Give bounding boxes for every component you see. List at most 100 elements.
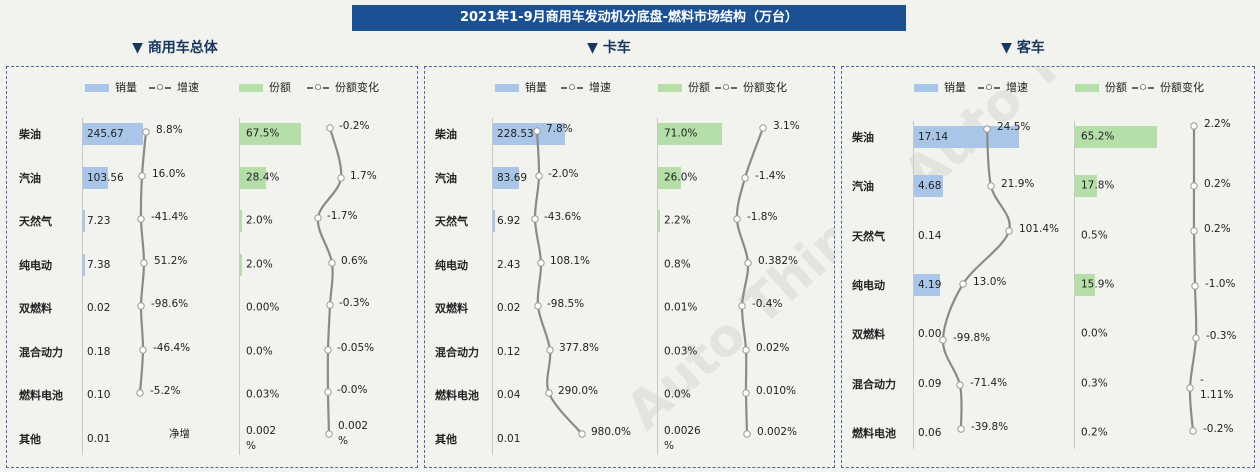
growth-value-label: 13.0% — [973, 276, 1007, 288]
lines-svg-0 — [136, 124, 345, 438]
panel-title-0: ▼ 商用车总体 — [132, 40, 218, 56]
share-change-value-label: - 1.11% — [1200, 374, 1234, 401]
legend-label-share_change: 份额变化 — [335, 81, 379, 94]
share-value-label: 71.0% — [664, 127, 698, 140]
sales-bar — [493, 210, 496, 232]
share-value-label: 28.4% — [246, 171, 280, 183]
growth-value-label: -99.8% — [953, 332, 991, 344]
share-value-label: 0.002 % — [246, 424, 277, 452]
category-label: 燃料电池 — [852, 426, 896, 440]
share-change-point — [326, 301, 334, 309]
legend-dot — [1140, 84, 1146, 90]
legend-swatch-share — [1075, 84, 1099, 92]
growth-point — [939, 336, 947, 344]
share-value-label: 67.5% — [246, 127, 280, 140]
share-value-label: 2.0% — [246, 214, 273, 227]
sales-value-label: 0.01 — [497, 432, 521, 445]
share-bar — [240, 166, 266, 189]
legend-label-sales: 销量 — [525, 81, 547, 94]
growth-point — [987, 182, 995, 190]
sales-value-label: 4.68 — [918, 180, 942, 193]
category-label: 纯电动 — [19, 258, 52, 272]
legend-label-share: 份额 — [1105, 81, 1127, 94]
legend-label-share_change: 份额变化 — [1160, 81, 1204, 94]
share-change-point — [314, 214, 322, 222]
share-change-point — [326, 124, 334, 132]
share-change-point — [742, 389, 750, 397]
share-change-value-label: 0.010% — [756, 385, 797, 397]
sales-axis — [82, 118, 83, 455]
share-change-point — [741, 174, 749, 182]
growth-value-label: 108.1% — [550, 255, 591, 267]
legend-label-share: 份额 — [269, 81, 291, 94]
share-change-value-label: -1.8% — [747, 211, 778, 223]
legend-dot — [723, 84, 729, 90]
legend-swatch-sales — [495, 84, 519, 92]
share-change-point — [738, 302, 746, 310]
category-label: 柴油 — [435, 128, 457, 141]
sales-value-label: 4.19 — [918, 278, 942, 291]
growth-point — [531, 215, 539, 223]
share-value-label: 0.03% — [246, 388, 280, 401]
legend-label-growth: 增速 — [177, 81, 199, 94]
share-value-label: 2.0% — [246, 258, 273, 270]
share-value-label: 0.3% — [1081, 377, 1108, 389]
category-label: 纯电动 — [435, 258, 468, 272]
sales-value-label: 0.09 — [918, 377, 942, 390]
share-value-label: 17.8% — [1081, 179, 1115, 192]
growth-value-label: 净增 — [169, 428, 190, 440]
share-change-point — [744, 259, 752, 267]
growth-value-label: 51.2% — [154, 255, 188, 267]
category-label: 纯电动 — [852, 278, 885, 292]
share-change-point — [1190, 182, 1198, 190]
share-value-label: 0.5% — [1081, 229, 1108, 242]
growth-value-label: 8.8% — [156, 124, 183, 136]
category-label: 汽油 — [19, 171, 41, 185]
sales-value-label: 103.56 — [87, 171, 124, 184]
share-change-point — [324, 388, 332, 396]
sales-value-label: 0.18 — [87, 345, 111, 358]
share-value-label: 0.0% — [664, 388, 691, 401]
lines-svg-2 — [939, 122, 1200, 435]
sales-value-label: 228.53 — [497, 128, 534, 140]
growth-point — [537, 259, 545, 267]
chart-panel-2: Auto Thinker销量增速份额份额变化柴油17.1465.2%汽油4.68… — [841, 66, 1255, 468]
share-value-label: 0.0% — [246, 345, 273, 357]
sales-value-label: 17.14 — [918, 131, 949, 143]
growth-point — [546, 346, 554, 354]
share-axis — [1074, 121, 1075, 449]
growth-value-label: -46.4% — [153, 342, 191, 354]
share-value-label: 0.01% — [664, 301, 698, 314]
legend-dot — [986, 84, 992, 90]
category-label: 汽油 — [435, 171, 457, 185]
legend-label-share_change: 份额变化 — [743, 81, 787, 94]
category-label: 混合动力 — [19, 345, 63, 359]
share-change-value-label: 0.002 % — [338, 420, 369, 447]
growth-value-label: -41.4% — [151, 211, 189, 223]
share-bar — [240, 123, 301, 145]
sales-value-label: 2.43 — [497, 258, 521, 271]
legend-dot — [157, 84, 163, 90]
sales-bar — [493, 123, 565, 145]
sales-value-label: 7.38 — [87, 258, 111, 271]
sales-axis — [492, 118, 493, 455]
share-bar — [1075, 273, 1095, 296]
growth-value-label: -98.6% — [151, 298, 189, 310]
sales-value-label: 0.02 — [497, 302, 521, 314]
growth-value-label: 101.4% — [1019, 223, 1060, 235]
category-label: 其他 — [19, 432, 41, 446]
category-label: 汽油 — [852, 180, 874, 194]
share-bar — [240, 210, 242, 232]
share-value-label: 0.2% — [1081, 426, 1108, 439]
share-change-value-label: 2.2% — [1204, 118, 1231, 130]
share-bar — [1075, 126, 1157, 148]
legend-dot — [315, 84, 321, 90]
growth-point — [140, 259, 148, 267]
share-change-value-label: -0.0% — [337, 384, 368, 396]
growth-value-label: 980.0% — [591, 426, 632, 438]
category-label: 燃料电池 — [435, 389, 479, 402]
growth-value-label: 21.9% — [1001, 178, 1035, 190]
share-bar — [658, 123, 722, 145]
share-change-point — [328, 259, 336, 267]
growth-point — [137, 215, 145, 223]
